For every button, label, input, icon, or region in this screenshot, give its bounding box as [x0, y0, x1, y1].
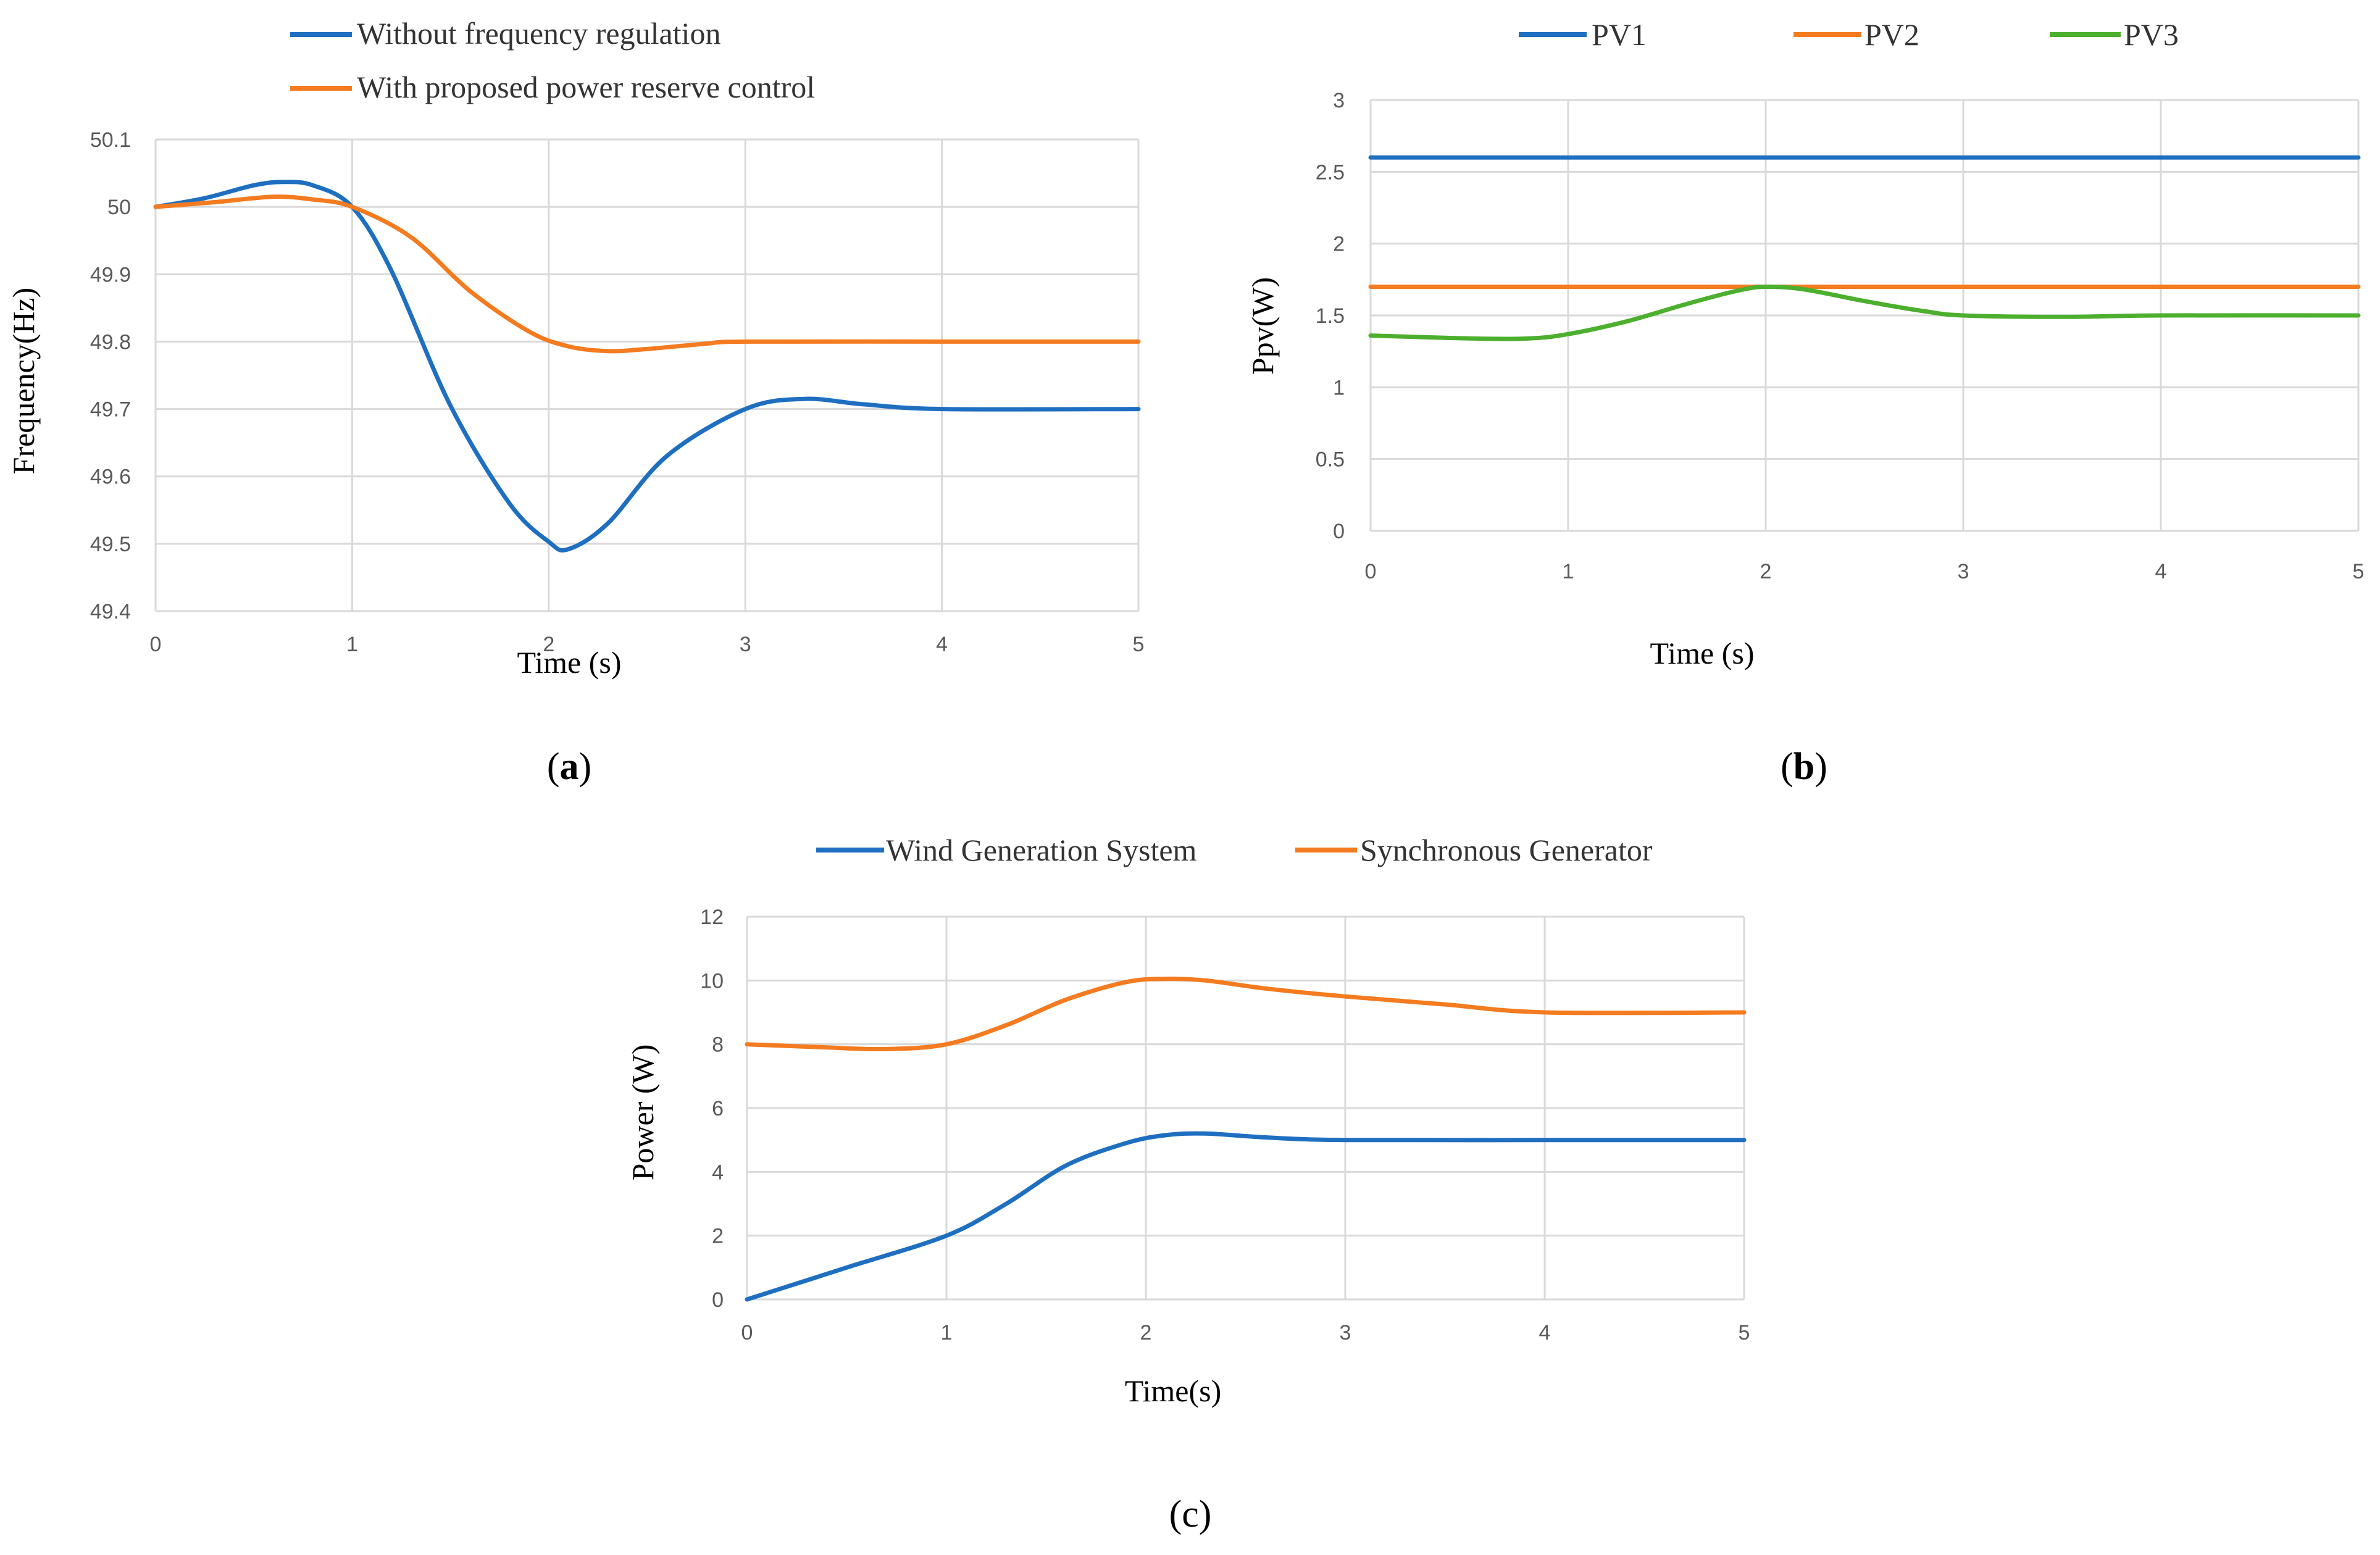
y-tick-label: 4: [712, 1161, 724, 1184]
y-tick-label: 12: [700, 906, 724, 929]
x-tick-label: 1: [346, 633, 358, 656]
chart-b-ticks: 0 0.5 1 1.5 2 2.5 3 0 1 2 3 4 5: [1316, 89, 2365, 583]
x-axis-title: Time(s): [1125, 1374, 1222, 1408]
y-tick-label: 50: [107, 196, 131, 219]
y-tick-label: 49.6: [90, 465, 131, 489]
x-tick-label: 5: [1739, 1321, 1750, 1344]
x-axis-title: Time (s): [1650, 636, 1754, 670]
chart-a-gridlines: [154, 138, 1140, 612]
x-tick-label: 0: [1365, 560, 1377, 583]
chart-b-legend: PV1 PV2 PV3: [1519, 17, 2179, 52]
y-tick-label: 0.5: [1316, 448, 1345, 472]
chart-a-series: [153, 180, 1141, 553]
series-line-synchronous-generator: [745, 977, 1747, 1052]
x-tick-label: 5: [2353, 560, 2365, 583]
chart-c-legend: Wind Generation System Synchronous Gener…: [816, 833, 1653, 867]
caption-b: (b): [1781, 746, 1827, 788]
chart-a-legend: Without frequency regulation With propos…: [290, 16, 815, 104]
x-tick-label: 2: [1140, 1321, 1152, 1344]
series-line-wind-generation-system: [745, 1131, 1747, 1302]
chart-a-frequency: 49.4 49.5 49.6 49.7 49.8 49.9 50 50.1 0 1 2 3 4 5 Wit…: [6, 16, 1144, 788]
legend-label-wind: Wind Generation System: [886, 833, 1197, 867]
series-line-with-proposed-power-reserve-control: [153, 194, 1141, 354]
y-tick-label: 2: [712, 1225, 724, 1248]
y-tick-label: 2: [1333, 233, 1345, 256]
y-axis-title: Ppv(W): [1245, 277, 1280, 375]
legend-label-synchronous: Synchronous Generator: [1360, 833, 1653, 867]
series-line-pv3: [1368, 284, 2361, 341]
y-tick-label: 1.5: [1316, 304, 1345, 328]
y-tick-label: 49.8: [90, 330, 131, 354]
y-tick-label: 10: [700, 969, 724, 993]
caption-a: (a): [547, 746, 591, 788]
x-tick-label: 3: [740, 633, 751, 656]
legend-label-without-regulation: Without frequency regulation: [357, 16, 720, 51]
y-axis-title: Frequency(Hz): [6, 288, 41, 475]
y-tick-label: 8: [712, 1033, 724, 1057]
y-tick-label: 0: [1333, 520, 1345, 543]
series-line-without-frequency-regulation: [153, 180, 1141, 553]
x-tick-label: 5: [1133, 633, 1145, 656]
y-tick-label: 49.4: [90, 600, 131, 623]
y-tick-label: 50.1: [90, 128, 131, 152]
chart-c-series: [745, 977, 1747, 1302]
legend-label-with-reserve-control: With proposed power reserve control: [357, 70, 815, 104]
y-tick-label: 3: [1333, 89, 1345, 112]
x-tick-label: 3: [1958, 560, 1969, 583]
y-axis-title: Power (W): [625, 1044, 660, 1181]
chart-a-ticks: 49.4 49.5 49.6 49.7 49.8 49.9 50 50.1 0 1 2 3 4 5: [90, 128, 1145, 656]
legend-label-pv1: PV1: [1592, 17, 1647, 52]
chart-c-gridlines: [746, 915, 1745, 1301]
y-tick-label: 6: [712, 1097, 724, 1120]
caption-c: (c): [1169, 1493, 1212, 1535]
x-tick-label: 4: [936, 633, 948, 656]
legend-label-pv3: PV3: [2124, 17, 2179, 52]
legend-label-pv2: PV2: [1864, 17, 1919, 52]
x-axis-title: Time (s): [517, 645, 621, 680]
chart-b-gridlines: [1369, 99, 2360, 532]
x-tick-label: 4: [1539, 1321, 1551, 1344]
chart-b-pv-power: 0 0.5 1 1.5 2 2.5 3 0 1 2 3 4 5 PV1 PV2 PV3 Time (s)…: [1245, 17, 2364, 788]
x-tick-label: 0: [150, 633, 162, 656]
x-tick-label: 1: [941, 1321, 953, 1344]
y-tick-label: 0: [712, 1288, 724, 1312]
chart-b-series: [1368, 155, 2361, 341]
x-tick-label: 2: [543, 633, 554, 656]
y-tick-label: 49.7: [90, 398, 131, 422]
y-tick-label: 2.5: [1316, 161, 1345, 184]
y-tick-label: 49.9: [90, 263, 131, 286]
x-tick-label: 4: [2155, 560, 2167, 583]
y-tick-label: 1: [1333, 376, 1345, 399]
x-tick-label: 2: [1760, 560, 1772, 583]
y-tick-label: 49.5: [90, 533, 131, 556]
x-tick-label: 3: [1340, 1321, 1351, 1344]
x-tick-label: 1: [1563, 560, 1574, 583]
x-tick-label: 0: [741, 1321, 753, 1344]
